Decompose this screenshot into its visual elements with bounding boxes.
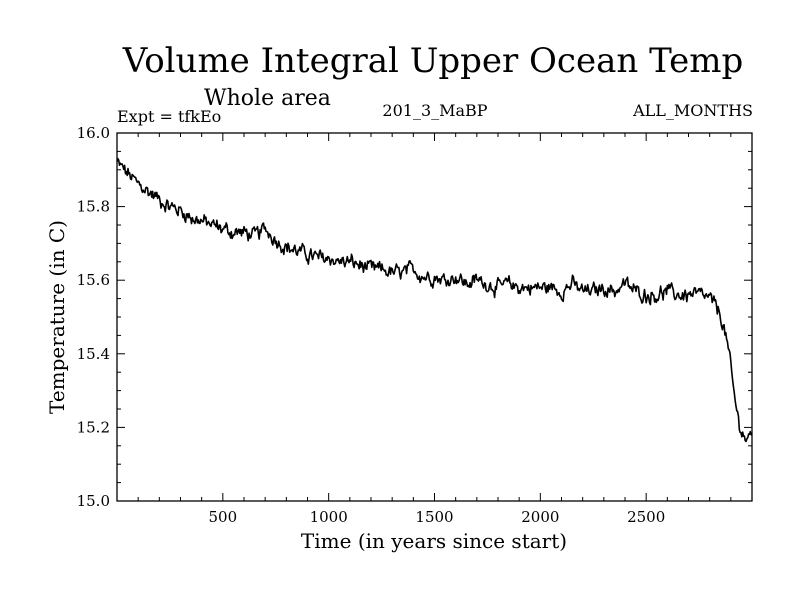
x-tick-label: 1000 [310, 508, 348, 526]
y-tick-label: 15.2 [77, 418, 110, 436]
y-tick-label: 15.8 [77, 198, 110, 216]
y-tick-label: 15.6 [77, 271, 110, 289]
chart-title: Volume Integral Upper Ocean Temp [122, 41, 743, 81]
tick-labels-layer: 500 1000 1500 2000 2500 15.0 15.2 15.4 15.6 15.8 1… [77, 124, 666, 526]
x-tick-label: 2500 [627, 508, 665, 526]
chart-subtitle: Whole area [204, 86, 331, 111]
x-tick-label: 1500 [415, 508, 453, 526]
series-line [116, 157, 753, 443]
plot-frame [116, 132, 753, 502]
y-tick-label: 15.0 [77, 492, 110, 510]
y-axis-label: Temperature (in C) [45, 220, 69, 414]
y-tick-label: 16.0 [77, 124, 110, 142]
x-axis-label: Time (in years since start) [301, 529, 567, 553]
months-label: ALL_MONTHS [632, 101, 753, 120]
run-label: 201_3_MaBP [382, 101, 487, 120]
experiment-label: Expt = tfkEo [117, 107, 221, 126]
ticks-layer [117, 132, 752, 502]
x-tick-label: 2000 [521, 508, 559, 526]
x-tick-label: 500 [209, 508, 238, 526]
y-tick-label: 15.4 [77, 345, 110, 363]
